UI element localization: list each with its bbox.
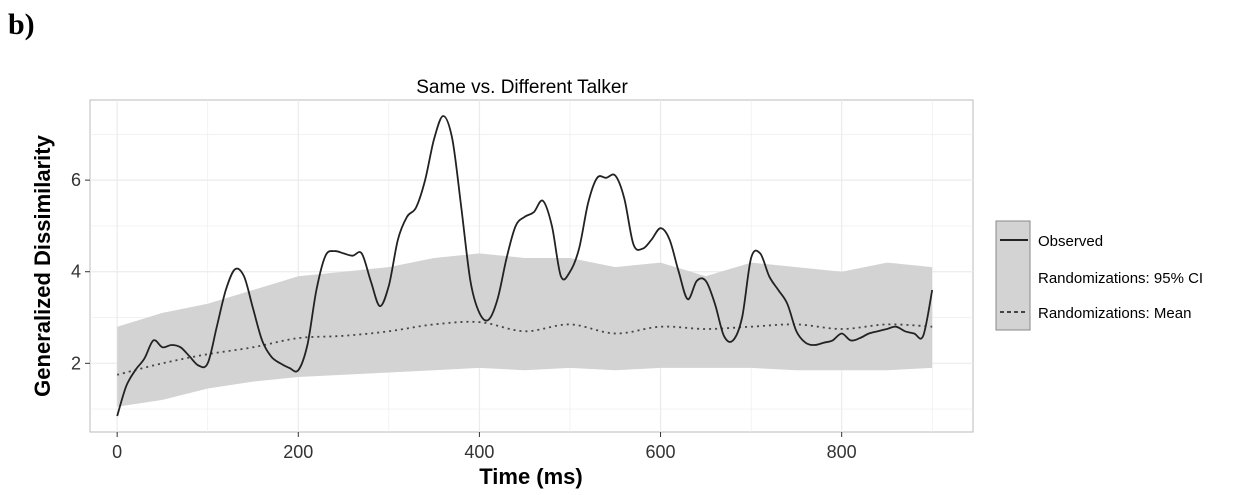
- y-tick-label: 6: [71, 170, 81, 190]
- y-tick-label: 2: [71, 353, 81, 373]
- line-layer: [116, 115, 934, 417]
- legend-box: [995, 220, 1031, 331]
- chart-title: Same vs. Different Talker: [416, 77, 628, 98]
- legend-label-mean: Randomizations: Mean: [1038, 305, 1191, 322]
- legend: Observed Randomizations: 95% CI Randomiz…: [995, 220, 1203, 331]
- series-line-observed: [116, 115, 934, 417]
- x-tick-label: 800: [827, 442, 857, 462]
- x-tick-label: 400: [464, 442, 494, 462]
- x-tick-label: 200: [283, 442, 313, 462]
- ci-band-layer: [117, 253, 933, 407]
- legend-label-ci: Randomizations: 95% CI: [1038, 270, 1203, 287]
- y-axis-title: Generalized Dissimilarity: [30, 134, 55, 396]
- x-axis-ticks: 0 200 400 600 800: [112, 432, 857, 462]
- y-axis-ticks: 2 4 6: [71, 170, 90, 373]
- ci-band: [117, 253, 933, 407]
- legend-label-observed: Observed: [1038, 233, 1103, 250]
- series-line-mean: [116, 320, 933, 376]
- x-axis-title: Time (ms): [479, 464, 583, 489]
- panel-label: b): [8, 8, 35, 41]
- y-tick-label: 4: [71, 262, 81, 282]
- x-tick-label: 0: [112, 442, 122, 462]
- x-tick-label: 600: [646, 442, 676, 462]
